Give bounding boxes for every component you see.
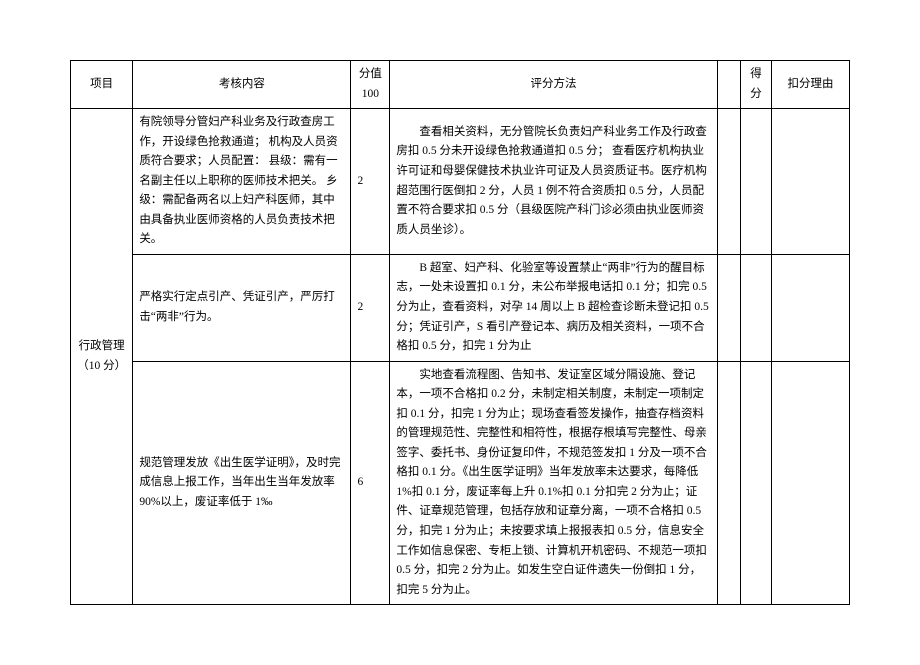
- table-row: 规范管理发放《出生医学证明》，及时完成信息上报工作，当年出生当年发放率 90%以…: [71, 361, 850, 605]
- content-cell: 严格实行定点引产、凭证引产，严厉打击“两非”行为。: [133, 254, 351, 361]
- table-row: 严格实行定点引产、凭证引产，严厉打击“两非”行为。 2 B 超室、妇产科、化验室…: [71, 254, 850, 361]
- header-content: 考核内容: [133, 61, 351, 109]
- method-cell: B 超室、妇产科、化验室等设置禁止“两非”行为的醒目标志，一处未设置扣 0.1 …: [390, 254, 717, 361]
- blank-cell: [717, 361, 740, 605]
- content-cell: 规范管理发放《出生医学证明》，及时完成信息上报工作，当年出生当年发放率 90%以…: [133, 361, 351, 605]
- blank-cell: [717, 254, 740, 361]
- header-got: 得分: [740, 61, 771, 109]
- assessment-table: 项目 考核内容 分值 100 评分方法 得分 扣分理由 行政管理（10 分） 有…: [70, 60, 850, 605]
- method-cell: 查看相关资料，无分管院长负责妇产科业务工作及行政查房扣 0.5 分未开设绿色抢救…: [390, 109, 717, 255]
- got-cell: [740, 109, 771, 255]
- header-reason: 扣分理由: [772, 61, 850, 109]
- score-cell: 2: [351, 109, 390, 255]
- header-row: 项目 考核内容 分值 100 评分方法 得分 扣分理由: [71, 61, 850, 109]
- score-cell: 2: [351, 254, 390, 361]
- content-cell: 有院领导分管妇产科业务及行政查房工作，开设绿色抢救通道； 机构及人员资质符合要求…: [133, 109, 351, 255]
- category-cell: 行政管理（10 分）: [71, 109, 133, 605]
- got-cell: [740, 361, 771, 605]
- reason-cell: [772, 361, 850, 605]
- method-cell: 实地查看流程图、告知书、发证室区域分隔设施、登记本，一项不合格扣 0.2 分，未…: [390, 361, 717, 605]
- header-method: 评分方法: [390, 61, 717, 109]
- header-project: 项目: [71, 61, 133, 109]
- table-row: 行政管理（10 分） 有院领导分管妇产科业务及行政查房工作，开设绿色抢救通道； …: [71, 109, 850, 255]
- reason-cell: [772, 109, 850, 255]
- reason-cell: [772, 254, 850, 361]
- score-cell: 6: [351, 361, 390, 605]
- got-cell: [740, 254, 771, 361]
- blank-cell: [717, 109, 740, 255]
- header-blank: [717, 61, 740, 109]
- header-score-max: 分值 100: [351, 61, 390, 109]
